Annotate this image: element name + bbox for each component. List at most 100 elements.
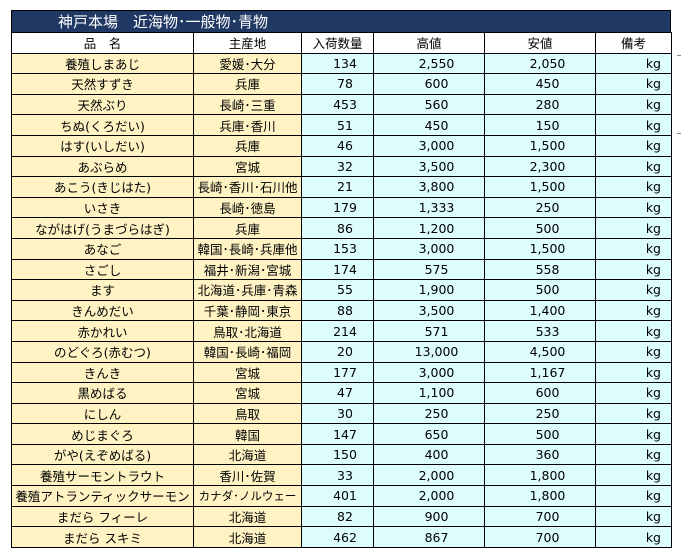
- quantity-cell: 177: [301, 361, 374, 384]
- high-price-cell: 867: [373, 526, 485, 548]
- price-sheet: 神戸本場 近海物･一般物･青物 品 名 主産地 入荷数量 高値 安値 備考 養殖…: [11, 10, 672, 548]
- product-name-cell: はす(いしだい): [11, 134, 194, 157]
- origin-cell: 千葉･静岡･東京: [193, 299, 302, 322]
- high-price-cell: 3,000: [373, 361, 485, 384]
- origin-cell: 北海道･兵庫･青森: [193, 279, 302, 301]
- quantity-cell: 401: [301, 485, 374, 507]
- low-price-cell: 1,400: [484, 299, 596, 322]
- note-cell: kg: [595, 196, 672, 219]
- table-row: 赤かれい 鳥取･北海道 214 571 533 kg: [11, 320, 672, 342]
- low-price-cell: 600: [484, 382, 596, 404]
- header-quantity: 入荷数量: [301, 32, 374, 54]
- note-cell: kg: [595, 485, 672, 507]
- product-name-cell: 天然ぶり: [11, 93, 194, 116]
- high-price-cell: 2,000: [373, 464, 485, 487]
- low-price-cell: 558: [484, 258, 596, 281]
- quantity-cell: 78: [301, 73, 374, 95]
- note-cell: kg: [595, 114, 672, 136]
- note-cell: kg: [595, 217, 672, 239]
- edge-mark: [677, 55, 681, 56]
- low-price-cell: 1,500: [484, 134, 596, 157]
- quantity-cell: 179: [301, 196, 374, 219]
- quantity-cell: 46: [301, 134, 374, 157]
- note-cell: kg: [595, 505, 672, 528]
- origin-cell: 韓国: [193, 423, 302, 445]
- origin-cell: 韓国･長崎･兵庫他: [193, 237, 302, 260]
- origin-cell: 兵庫: [193, 217, 302, 239]
- note-cell: kg: [595, 52, 672, 75]
- note-cell: kg: [595, 73, 672, 95]
- table-row: あこう(きじはた) 長崎･香川･石川他 21 3,800 1,500 kg: [11, 176, 672, 198]
- low-price-cell: 280: [484, 93, 596, 116]
- origin-cell: 鳥取･北海道: [193, 320, 302, 342]
- low-price-cell: 500: [484, 217, 596, 239]
- table-body: 養殖しまあじ 愛媛･大分 134 2,550 2,050 kg 天然すずき 兵庫 78 600 45…: [11, 52, 672, 548]
- header-origin: 主産地: [193, 32, 302, 54]
- origin-cell: 兵庫: [193, 73, 302, 95]
- low-price-cell: 1,500: [484, 176, 596, 198]
- product-name-cell: まだら フィーレ: [11, 505, 194, 528]
- table-row: はす(いしだい) 兵庫 46 3,000 1,500 kg: [11, 134, 672, 157]
- high-price-cell: 2,000: [373, 485, 485, 507]
- note-cell: kg: [595, 299, 672, 322]
- product-name-cell: にしん: [11, 402, 194, 425]
- table-row: 養殖サーモントラウト 香川･佐賀 33 2,000 1,800 kg: [11, 464, 672, 487]
- low-price-cell: 250: [484, 402, 596, 425]
- high-price-cell: 2,550: [373, 52, 485, 75]
- product-name-cell: 養殖アトランティックサーモン: [11, 485, 194, 507]
- high-price-cell: 560: [373, 93, 485, 116]
- high-price-cell: 400: [373, 443, 485, 466]
- origin-cell: 香川･佐賀: [193, 464, 302, 487]
- quantity-cell: 82: [301, 505, 374, 528]
- product-name-cell: 養殖サーモントラウト: [11, 464, 194, 487]
- product-name-cell: ます: [11, 279, 194, 301]
- price-table: 品 名 主産地 入荷数量 高値 安値 備考 養殖しまあじ 愛媛･大分 134 2,55…: [11, 32, 672, 548]
- table-row: ちぬ(くろだい) 兵庫･香川 51 450 150 kg: [11, 114, 672, 136]
- header-low-price: 安値: [484, 32, 596, 54]
- high-price-cell: 450: [373, 114, 485, 136]
- low-price-cell: 4,500: [484, 340, 596, 363]
- high-price-cell: 3,500: [373, 299, 485, 322]
- sheet-title: 神戸本場 近海物･一般物･青物: [11, 10, 671, 32]
- product-name-cell: ながはげ(うまづらはぎ): [11, 217, 194, 239]
- table-row: あぶらめ 宮城 32 3,500 2,300 kg: [11, 155, 672, 178]
- note-cell: kg: [595, 320, 672, 342]
- table-row: 天然ぶり 長崎･三重 453 560 280 kg: [11, 93, 672, 116]
- product-name-cell: きんき: [11, 361, 194, 384]
- product-name-cell: 養殖しまあじ: [11, 52, 194, 75]
- table-row: さごし 福井･新潟･宮城 174 575 558 kg: [11, 258, 672, 281]
- high-price-cell: 650: [373, 423, 485, 445]
- high-price-cell: 3,000: [373, 134, 485, 157]
- low-price-cell: 150: [484, 114, 596, 136]
- quantity-cell: 88: [301, 299, 374, 322]
- product-name-cell: きんめだい: [11, 299, 194, 322]
- quantity-cell: 32: [301, 155, 374, 178]
- quantity-cell: 55: [301, 279, 374, 301]
- quantity-cell: 174: [301, 258, 374, 281]
- note-cell: kg: [595, 464, 672, 487]
- table-row: きんき 宮城 177 3,000 1,167 kg: [11, 361, 672, 384]
- product-name-cell: あなご: [11, 237, 194, 260]
- low-price-cell: 500: [484, 423, 596, 445]
- high-price-cell: 575: [373, 258, 485, 281]
- low-price-cell: 1,800: [484, 485, 596, 507]
- high-price-cell: 1,900: [373, 279, 485, 301]
- table-row: まだら スキミ 北海道 462 867 700 kg: [11, 526, 672, 548]
- origin-cell: 宮城: [193, 155, 302, 178]
- quantity-cell: 453: [301, 93, 374, 116]
- high-price-cell: 13,000: [373, 340, 485, 363]
- origin-cell: 宮城: [193, 361, 302, 384]
- product-name-cell: ちぬ(くろだい): [11, 114, 194, 136]
- high-price-cell: 571: [373, 320, 485, 342]
- high-price-cell: 3,500: [373, 155, 485, 178]
- quantity-cell: 214: [301, 320, 374, 342]
- product-name-cell: のどぐろ(赤むつ): [11, 340, 194, 363]
- high-price-cell: 900: [373, 505, 485, 528]
- origin-cell: 北海道: [193, 526, 302, 548]
- quantity-cell: 153: [301, 237, 374, 260]
- low-price-cell: 450: [484, 73, 596, 95]
- origin-cell: 宮城: [193, 382, 302, 404]
- low-price-cell: 1,500: [484, 237, 596, 260]
- high-price-cell: 3,000: [373, 237, 485, 260]
- high-price-cell: 250: [373, 402, 485, 425]
